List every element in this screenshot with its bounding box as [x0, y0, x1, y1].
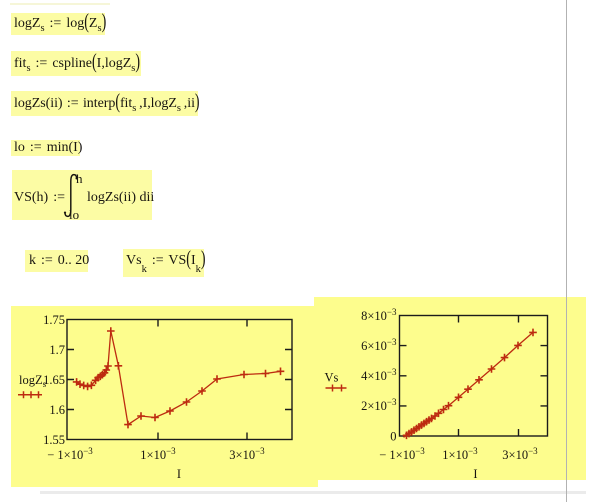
svg-text:0: 0 — [390, 429, 396, 443]
svg-text:1.75: 1.75 — [43, 313, 65, 327]
svg-text:1.65: 1.65 — [43, 373, 65, 387]
svg-text:1.6: 1.6 — [49, 403, 65, 417]
svg-text:− 1×10−3: − 1×10−3 — [47, 446, 93, 462]
svg-text:I: I — [473, 467, 477, 481]
svg-text:− 1×10−3: − 1×10−3 — [379, 446, 425, 462]
svg-text:1.7: 1.7 — [49, 343, 65, 357]
svg-text:Vs: Vs — [325, 371, 339, 385]
svg-text:logZs: logZs — [19, 373, 47, 389]
svg-text:1.55: 1.55 — [43, 433, 65, 447]
svg-text:I: I — [177, 467, 181, 481]
